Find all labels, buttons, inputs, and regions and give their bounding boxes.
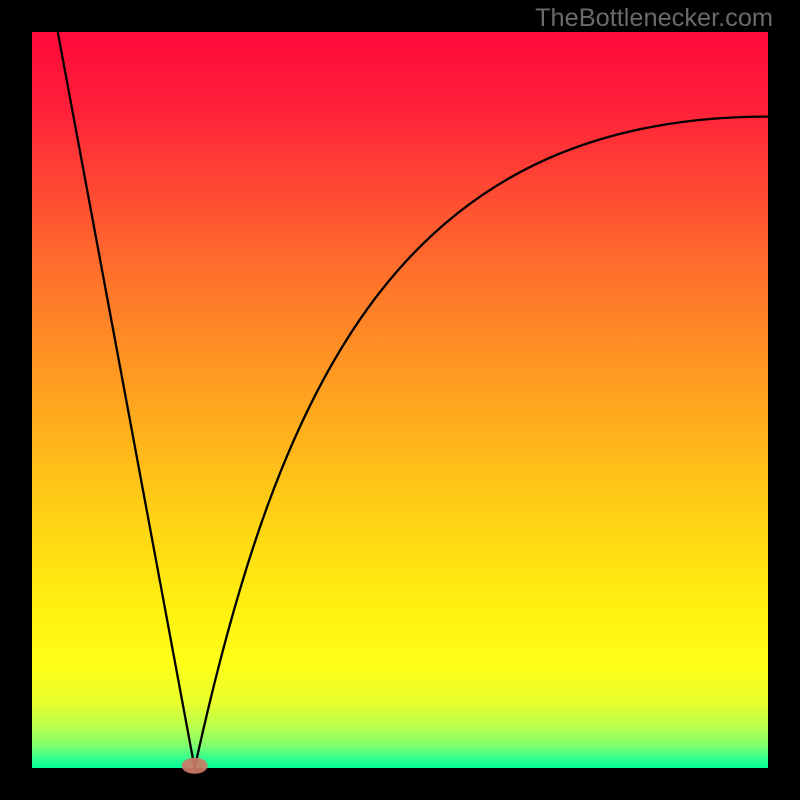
optimum-marker bbox=[182, 758, 208, 774]
gradient-background bbox=[32, 32, 768, 768]
chart-overlay bbox=[0, 0, 800, 800]
watermark-text: TheBottlenecker.com bbox=[535, 4, 773, 33]
chart-frame: TheBottlenecker.com bbox=[0, 0, 800, 800]
